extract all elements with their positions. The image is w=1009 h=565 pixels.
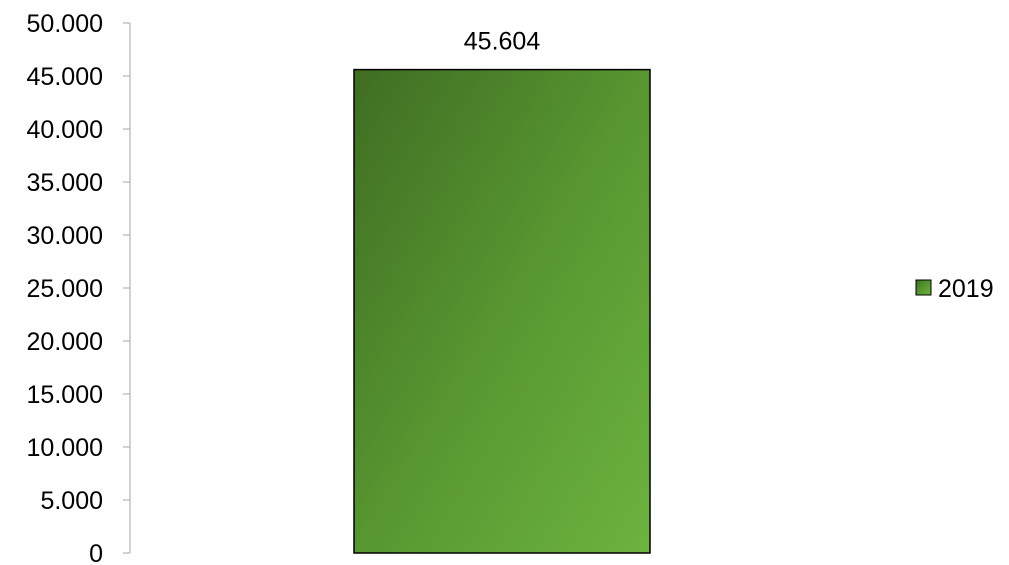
y-tick-label: 15.000 — [27, 381, 103, 409]
y-tick-label: 10.000 — [27, 434, 103, 462]
y-tick-label: 30.000 — [27, 222, 103, 250]
y-tick-label: 45.000 — [27, 63, 103, 91]
bar-value-label: 45.604 — [464, 28, 541, 56]
y-axis: 0 5.000 10.000 15.000 20.000 25.000 30.000 35.0… — [27, 10, 131, 565]
y-tick-label: 50.000 — [27, 10, 103, 38]
legend-swatch-2019 — [915, 279, 932, 296]
y-tick-label: 0 — [89, 540, 103, 565]
legend: 2019 — [915, 275, 994, 303]
bars — [353, 68, 651, 554]
y-tick-label: 20.000 — [27, 328, 103, 356]
y-tick-label: 35.000 — [27, 169, 103, 197]
legend-label-2019: 2019 — [938, 275, 994, 303]
y-tick-label: 25.000 — [27, 275, 103, 303]
bar-2019 — [353, 68, 651, 554]
y-tick-label: 5.000 — [40, 487, 103, 515]
y-tick-label: 40.000 — [27, 116, 103, 144]
data-labels: 45.604 — [464, 28, 541, 56]
